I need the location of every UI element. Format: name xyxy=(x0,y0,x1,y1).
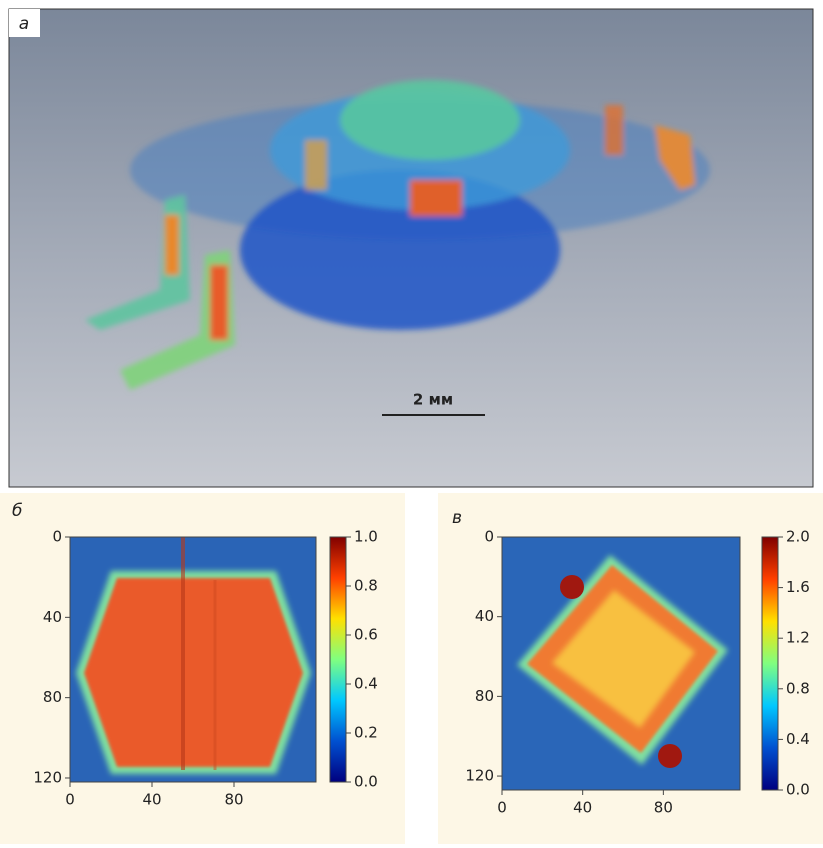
scale-bar-label: 2 мм xyxy=(413,391,453,409)
y-tick-label: 120 xyxy=(33,768,62,786)
y-tick-label: 0 xyxy=(484,528,494,546)
colorbar-tick-label: 0.2 xyxy=(354,724,378,742)
heatmap-image xyxy=(502,537,740,790)
panel-label: в xyxy=(452,508,462,528)
y-tick-label: 80 xyxy=(475,687,494,705)
y-tick-label: 40 xyxy=(43,608,62,626)
x-tick-label: 80 xyxy=(654,799,673,817)
panel-label: б xyxy=(12,501,22,521)
y-tick-label: 0 xyxy=(52,528,62,546)
panel-label: а xyxy=(19,14,29,34)
colorbar-tick-label: 0.0 xyxy=(786,781,810,799)
colorbar-tick-label: 2.0 xyxy=(786,528,810,546)
x-tick-label: 0 xyxy=(65,791,75,809)
figure: а 2 мм б 0 40 80 0 40 80 120 0.0 0.2 0.4 0.6 0.8 1.0 в… xyxy=(0,0,823,844)
colorbar-tick-label: 0.8 xyxy=(354,577,378,595)
y-tick-label: 120 xyxy=(465,767,494,785)
colorbar-tick-label: 1.0 xyxy=(354,528,378,546)
colorbar-tick-label: 0.8 xyxy=(786,679,810,697)
x-tick-label: 80 xyxy=(224,791,243,809)
colorbar-tick-label: 1.6 xyxy=(786,578,810,596)
colorbar-tick-label: 1.2 xyxy=(786,629,810,647)
y-tick-label: 40 xyxy=(475,607,494,625)
colorbar-tick-label: 0.4 xyxy=(786,730,810,748)
heatmap-image xyxy=(70,537,316,782)
colorbar xyxy=(762,537,778,790)
colorbar-tick-label: 0.0 xyxy=(354,773,378,791)
x-tick-label: 40 xyxy=(142,791,161,809)
x-tick-label: 0 xyxy=(497,799,507,817)
colorbar-tick-label: 0.6 xyxy=(354,626,378,644)
colorbar xyxy=(330,537,346,782)
colorbar-tick-label: 0.4 xyxy=(354,675,378,693)
y-tick-label: 80 xyxy=(43,688,62,706)
x-tick-label: 40 xyxy=(573,799,592,817)
